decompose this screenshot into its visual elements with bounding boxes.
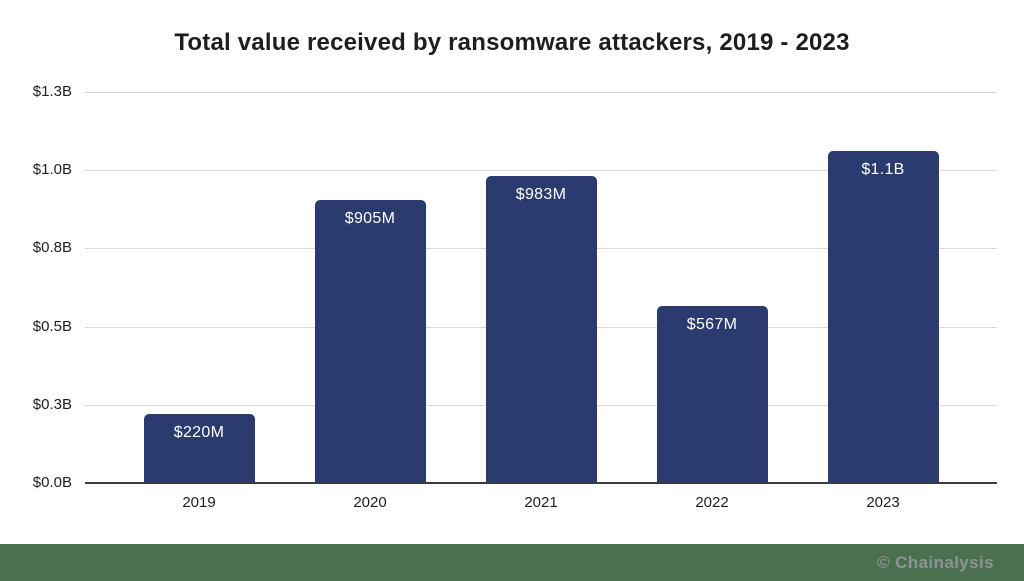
- bar-value-label: $983M: [515, 185, 567, 203]
- bar-2019: $220M: [143, 414, 255, 483]
- bar-2021: $983M: [485, 175, 597, 483]
- x-axis-tick-label: 2022: [695, 494, 729, 511]
- x-axis-tick-label: 2023: [866, 494, 900, 511]
- x-axis-tick-label: 2021: [524, 494, 558, 511]
- y-axis-tick-label: $0.3B: [32, 395, 72, 413]
- bar-value-label: $567M: [686, 315, 738, 333]
- y-axis-tick-label: $1.0B: [32, 161, 72, 179]
- bar-2020: $905M: [314, 199, 426, 483]
- bar-value-label: $220M: [173, 424, 225, 442]
- bar-2022: $567M: [656, 305, 768, 483]
- bar-value-label: $905M: [344, 209, 396, 227]
- y-axis-tick-label: $0.0B: [32, 474, 72, 491]
- y-axis-tick-label: $1.3B: [32, 83, 72, 100]
- chainalysis-logo: © Chainalysis: [877, 552, 994, 572]
- footer-bar: © Chainalysis: [0, 544, 1024, 581]
- x-axis-tick-label: 2019: [182, 494, 216, 511]
- y-axis-tick-label: $0.8B: [32, 239, 72, 257]
- bar-value-label: $1.1B: [861, 161, 905, 179]
- plot-area: $0.0B $0.3B $0.5B $0.8B $1.0B $1.3B $220M 2019 $…: [33, 83, 997, 511]
- x-axis-tick-label: 2020: [353, 494, 387, 511]
- gridline: [85, 92, 997, 93]
- bar-2023: $1.1B: [827, 151, 939, 483]
- chart-title: Total value received by ransomware attac…: [174, 29, 850, 56]
- y-axis-tick-label: $0.5B: [32, 317, 72, 335]
- x-axis-line: [85, 482, 997, 484]
- gridline: [85, 170, 997, 172]
